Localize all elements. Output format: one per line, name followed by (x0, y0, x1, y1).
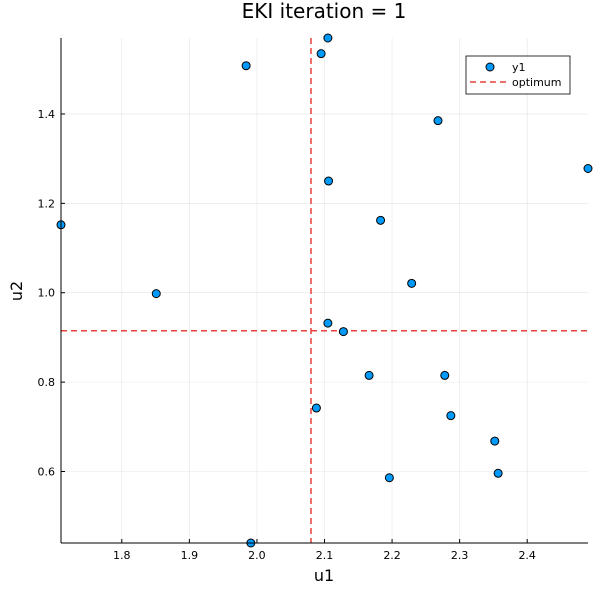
y-axis-label: u2 (7, 281, 26, 301)
data-point (316, 49, 326, 59)
data-point (440, 370, 450, 380)
data-point (323, 318, 333, 328)
y-tick-label: 0.8 (38, 376, 56, 389)
grid-lines (61, 38, 588, 543)
legend-label-y1: y1 (512, 61, 526, 74)
x-ticks: 1.8 1.9 2.0 2.1 2.2 2.3 2.4 (113, 539, 536, 562)
y-tick-label: 0.6 (38, 465, 56, 478)
data-point (364, 370, 374, 380)
data-point (583, 163, 593, 173)
x-axis-label: u1 (314, 566, 334, 585)
x-tick-label: 2.3 (451, 549, 469, 562)
y-tick-label: 1.0 (38, 287, 56, 300)
reference-lines (61, 38, 588, 543)
y-ticks: 0.6 0.8 1.0 1.2 1.4 (38, 108, 65, 478)
data-point (493, 468, 503, 478)
data-point (433, 116, 443, 126)
data-point (446, 411, 456, 421)
data-point (311, 403, 321, 413)
x-tick-label: 2.0 (248, 549, 266, 562)
x-tick-label: 1.8 (113, 549, 131, 562)
x-tick-label: 2.4 (518, 549, 536, 562)
data-points (56, 33, 593, 548)
y-tick-label: 1.4 (38, 108, 56, 121)
legend-box (465, 55, 571, 95)
legend-marker-y1 (485, 62, 495, 72)
legend-label-optimum: optimum (512, 76, 561, 89)
x-tick-label: 2.2 (383, 549, 401, 562)
data-point (376, 215, 386, 225)
x-tick-label: 2.1 (316, 549, 334, 562)
chart-title: EKI iteration = 1 (242, 0, 407, 23)
data-point (490, 436, 500, 446)
data-point (151, 289, 161, 299)
y-tick-label: 1.2 (38, 197, 56, 210)
data-point (384, 473, 394, 483)
data-point (407, 278, 417, 288)
data-point (324, 176, 334, 186)
legend: y1 optimum (465, 55, 571, 95)
data-point (323, 33, 333, 43)
x-tick-label: 1.9 (181, 549, 199, 562)
data-point (241, 61, 251, 71)
data-point (338, 327, 348, 337)
